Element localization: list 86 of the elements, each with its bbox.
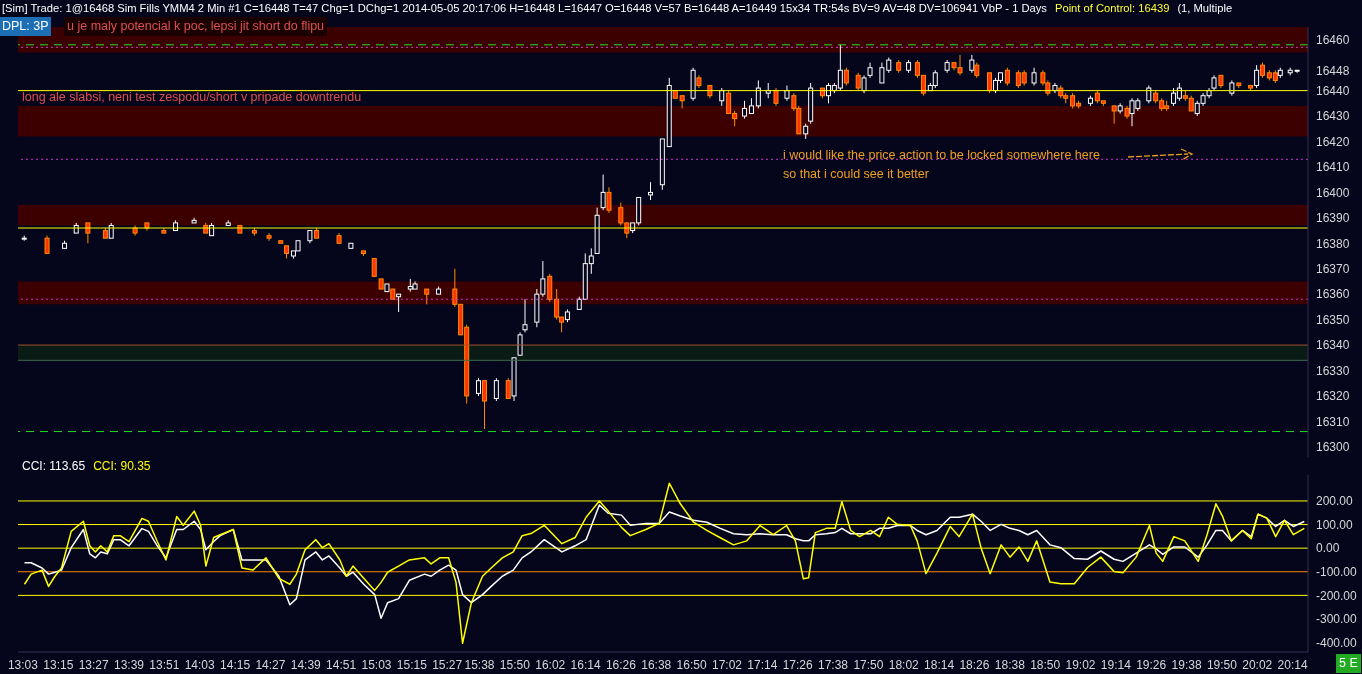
candlestick (606, 186, 612, 214)
y-tick-label: -200.00 (1316, 588, 1358, 603)
y-tick-label: -400.00 (1316, 635, 1358, 650)
x-tick-label: 14:51 (326, 657, 357, 672)
x-tick-label: 13:51 (149, 657, 180, 672)
y-tick-label: 0.00 (1316, 541, 1340, 556)
x-tick-label: 13:27 (78, 657, 109, 672)
x-tick-label: 16:50 (676, 657, 707, 672)
annotation: u je maly potencial k poc, lepsi jit short do flipu (64, 17, 328, 36)
candlestick (1111, 105, 1117, 125)
x-tick-label: 19:14 (1100, 657, 1132, 672)
text: CCI: 90.35 (93, 459, 151, 473)
annotation: i would like the price action to be locked somewhere here so that i could see it better (783, 147, 1100, 183)
y-tick-label: 16310 (1316, 414, 1350, 429)
y-tick-label: 16410 (1316, 160, 1350, 175)
x-tick-label: 18:26 (959, 657, 990, 672)
x-tick-label: 17:26 (782, 657, 814, 672)
x-tick-label: 17:38 (818, 657, 849, 672)
y-tick-label: 16380 (1316, 236, 1350, 251)
x-tick-label: 18:50 (1030, 657, 1061, 672)
y-tick-label: 100.00 (1316, 517, 1354, 532)
candlestick (600, 174, 606, 211)
text: (1, Multiple (1177, 2, 1233, 14)
x-tick-label: 13:03 (7, 657, 39, 672)
x-tick-label: 15:27 (432, 657, 463, 672)
x-tick-label: 16:38 (641, 657, 672, 672)
y-tick-label: -100.00 (1316, 565, 1358, 580)
x-tick-label: 20:14 (1277, 657, 1308, 672)
y-tick-label: 16340 (1316, 338, 1350, 353)
candlestick (547, 273, 553, 303)
y-tick-label: 16390 (1316, 211, 1350, 226)
x-tick-label: 16:26 (605, 657, 637, 672)
x-tick-label: 19:50 (1206, 657, 1238, 672)
candlestick (554, 288, 560, 321)
text: CCI: 113.65 (22, 459, 86, 473)
y-tick-label: 16448 (1316, 63, 1350, 78)
candlestick (517, 331, 523, 356)
candlestick (522, 298, 528, 333)
annotation: long ale slabsi, neni test zespodu/short v pripade downtrendu (22, 89, 362, 106)
x-tick-label: 19:26 (1136, 657, 1167, 672)
x-tick-label: 20:02 (1242, 657, 1273, 672)
candlestick (482, 380, 488, 430)
text: 5 E (1336, 654, 1361, 673)
x-tick-label: 15:15 (396, 657, 428, 672)
x-tick-label: 15:03 (361, 657, 392, 672)
y-tick-label: 16430 (1316, 109, 1350, 124)
x-tick-label: 14:39 (290, 657, 322, 672)
y-tick-label: 16370 (1316, 261, 1350, 276)
x-tick-label: 19:38 (1171, 657, 1202, 672)
x-tick-label: 17:50 (853, 657, 884, 672)
y-tick-label: 16400 (1316, 185, 1350, 200)
chart-title: [Sim] Trade: 1@16468 Sim Fills YMM4 2 Min #1 C=16448 T=47 Chg=1 DChg=1 2014-05-05 20:17:06 H=16448 L=16447 O=16448 V=57 B=16448 A=16449 15x34 TR:54s BV=9 AV=48 DV=106941 VbP - 1 Days (2, 2, 1047, 14)
x-tick-label: 16:02 (535, 657, 566, 672)
x-tick-label: 18:14 (924, 657, 955, 672)
x-tick-label: 13:39 (113, 657, 145, 672)
y-tick-label: 200.00 (1316, 494, 1354, 509)
candlestick (987, 72, 993, 94)
x-tick-label: 19:02 (1065, 657, 1096, 672)
candlestick (1254, 64, 1260, 89)
annotation: DPL: 3P (0, 17, 51, 36)
x-tick-label: 17:02 (711, 657, 743, 672)
x-tick-label: 13:15 (43, 657, 74, 672)
y-tick-label: 16360 (1316, 287, 1350, 302)
candlestick (505, 377, 511, 399)
x-tick-label: 16:14 (570, 657, 601, 672)
x-tick-label: 17:14 (747, 657, 778, 672)
y-tick-label: 16320 (1316, 389, 1350, 404)
y-tick-label: 16350 (1316, 312, 1350, 327)
x-tick-label: 18:38 (994, 657, 1026, 672)
candlestick (266, 232, 272, 242)
x-tick-label: 14:15 (220, 657, 251, 672)
y-tick-label: 16330 (1316, 363, 1350, 378)
y-tick-label: -300.00 (1316, 612, 1358, 627)
x-tick-label: 14:03 (184, 657, 216, 672)
y-tick-label: 16300 (1316, 440, 1350, 455)
line-series (23, 504, 1306, 619)
chart-subtitle: Point of Control: 16439 (1054, 2, 1170, 14)
y-tick-label: 16440 (1316, 83, 1350, 98)
x-tick-label: 15:50 (499, 657, 531, 672)
y-tick-label: 16420 (1316, 134, 1350, 149)
x-tick-label: 15:38 (464, 657, 495, 672)
x-tick-label: 18:02 (888, 657, 920, 672)
candlestick (755, 79, 761, 109)
y-tick-label: 16460 (1316, 32, 1350, 47)
x-tick-label: 14:27 (255, 657, 286, 672)
candlestick (493, 377, 499, 402)
